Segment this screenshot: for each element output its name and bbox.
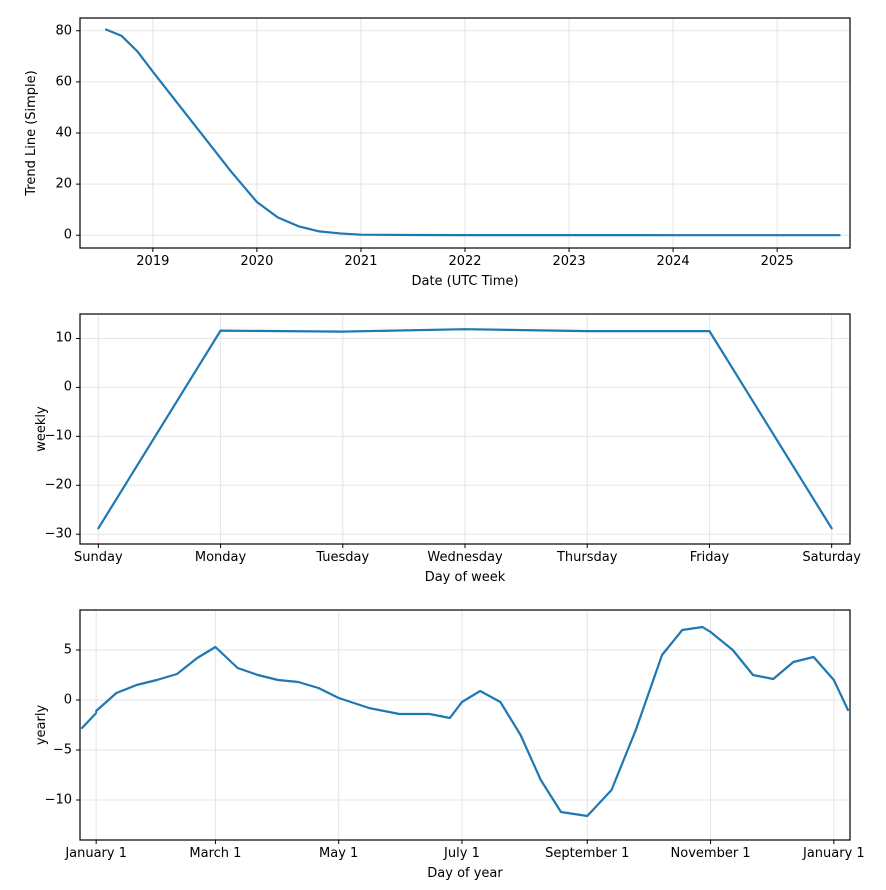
trend-xtick-label: 2023 bbox=[553, 254, 586, 269]
yearly-xtick-label: November 1 bbox=[671, 846, 751, 861]
trend-ytick-label: 60 bbox=[55, 74, 72, 89]
weekly-xtick-label: Thursday bbox=[557, 550, 617, 565]
trend-xtick-label: 2021 bbox=[344, 254, 377, 269]
yearly-xtick-label: March 1 bbox=[189, 846, 241, 861]
trend-ytick-label: 40 bbox=[55, 126, 72, 141]
figure: 2019 2020 2021 2022 2023 2024 2025 0 20 40 60 80 Dat… bbox=[0, 0, 886, 890]
weekly-xtick-label: Monday bbox=[195, 550, 246, 565]
yearly-ylabel: yearly bbox=[34, 705, 49, 745]
yearly-xtick-label: January 1 bbox=[803, 846, 865, 861]
yearly-ytick-label: 5 bbox=[64, 643, 72, 658]
weekly-xlabel: Day of week bbox=[425, 570, 506, 585]
yearly-line bbox=[96, 627, 834, 816]
weekly-xtick-label: Tuesday bbox=[316, 550, 369, 565]
weekly-xtick-label: Sunday bbox=[74, 550, 123, 565]
weekly-ytick-label: −30 bbox=[45, 527, 72, 542]
trend-xtick-label: 2019 bbox=[136, 254, 169, 269]
yearly-xtick-label: January 1 bbox=[65, 846, 127, 861]
trend-ytick-label: 20 bbox=[55, 177, 72, 192]
trend-line bbox=[106, 30, 840, 236]
weekly-plot bbox=[80, 314, 850, 544]
weekly-ytick-label: 0 bbox=[64, 380, 72, 395]
trend-xtick-label: 2025 bbox=[761, 254, 794, 269]
yearly-xtick-label: July 1 bbox=[444, 846, 480, 861]
yearly-ytick-label: −5 bbox=[53, 743, 72, 758]
weekly-xtick-label: Friday bbox=[690, 550, 729, 565]
yearly-ytick-label: −10 bbox=[45, 793, 72, 808]
yearly-line bbox=[834, 680, 848, 710]
yearly-line bbox=[82, 713, 96, 728]
trend-xlabel: Date (UTC Time) bbox=[411, 274, 518, 289]
trend-xtick-label: 2022 bbox=[448, 254, 481, 269]
weekly-xtick-label: Wednesday bbox=[427, 550, 502, 565]
weekly-xtick-label: Saturday bbox=[802, 550, 861, 565]
weekly-ytick-label: 10 bbox=[55, 331, 72, 346]
trend-ylabel: Trend Line (Simple) bbox=[24, 70, 39, 195]
yearly-xlabel: Day of year bbox=[427, 866, 502, 881]
trend-ytick-label: 80 bbox=[55, 23, 72, 38]
weekly-ytick-label: −20 bbox=[45, 478, 72, 493]
trend-ytick-label: 0 bbox=[64, 228, 72, 243]
yearly-plot bbox=[80, 610, 850, 840]
yearly-panel: January 1March 1May 1July 1September 1No… bbox=[80, 610, 850, 840]
trend-xtick-label: 2020 bbox=[240, 254, 273, 269]
weekly-ylabel: weekly bbox=[34, 406, 49, 451]
yearly-ytick-label: 0 bbox=[64, 693, 72, 708]
yearly-xtick-label: May 1 bbox=[319, 846, 358, 861]
trend-panel: 2019202020212022202320242025020406080Dat… bbox=[80, 18, 850, 248]
trend-plot bbox=[80, 18, 850, 248]
trend-xtick-label: 2024 bbox=[657, 254, 690, 269]
weekly-panel: SundayMondayTuesdayWednesdayThursdayFrid… bbox=[80, 314, 850, 544]
yearly-xtick-label: September 1 bbox=[545, 846, 629, 861]
